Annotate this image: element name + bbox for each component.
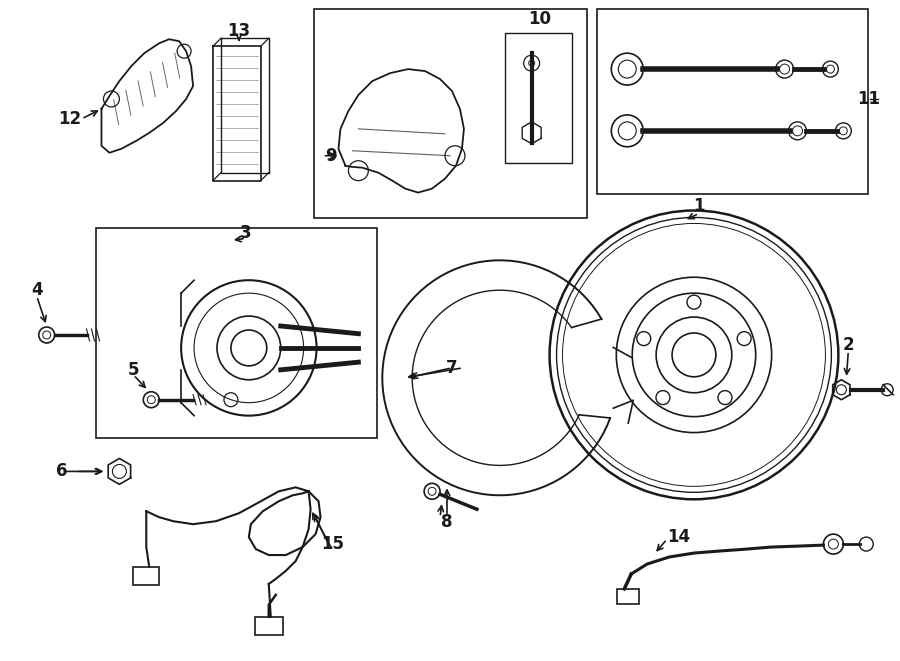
Bar <box>255 617 283 635</box>
Text: 9: 9 <box>325 147 337 165</box>
Text: 10: 10 <box>528 11 551 28</box>
Bar <box>505 33 572 163</box>
Text: 4: 4 <box>31 281 42 299</box>
Text: 3: 3 <box>240 225 252 243</box>
Text: 6: 6 <box>56 463 68 481</box>
Text: 14: 14 <box>668 528 690 546</box>
Text: 15: 15 <box>321 535 344 553</box>
Bar <box>133 567 159 585</box>
Bar <box>598 9 868 194</box>
Text: 2: 2 <box>842 336 854 354</box>
Text: 11: 11 <box>857 90 880 108</box>
Text: 12: 12 <box>58 110 81 128</box>
Text: 1: 1 <box>693 196 705 215</box>
Bar <box>313 9 588 219</box>
Text: 8: 8 <box>441 513 453 531</box>
Bar <box>96 229 377 438</box>
Text: 13: 13 <box>228 22 250 40</box>
Bar <box>617 589 639 604</box>
Text: 7: 7 <box>446 359 458 377</box>
Text: 5: 5 <box>128 361 140 379</box>
